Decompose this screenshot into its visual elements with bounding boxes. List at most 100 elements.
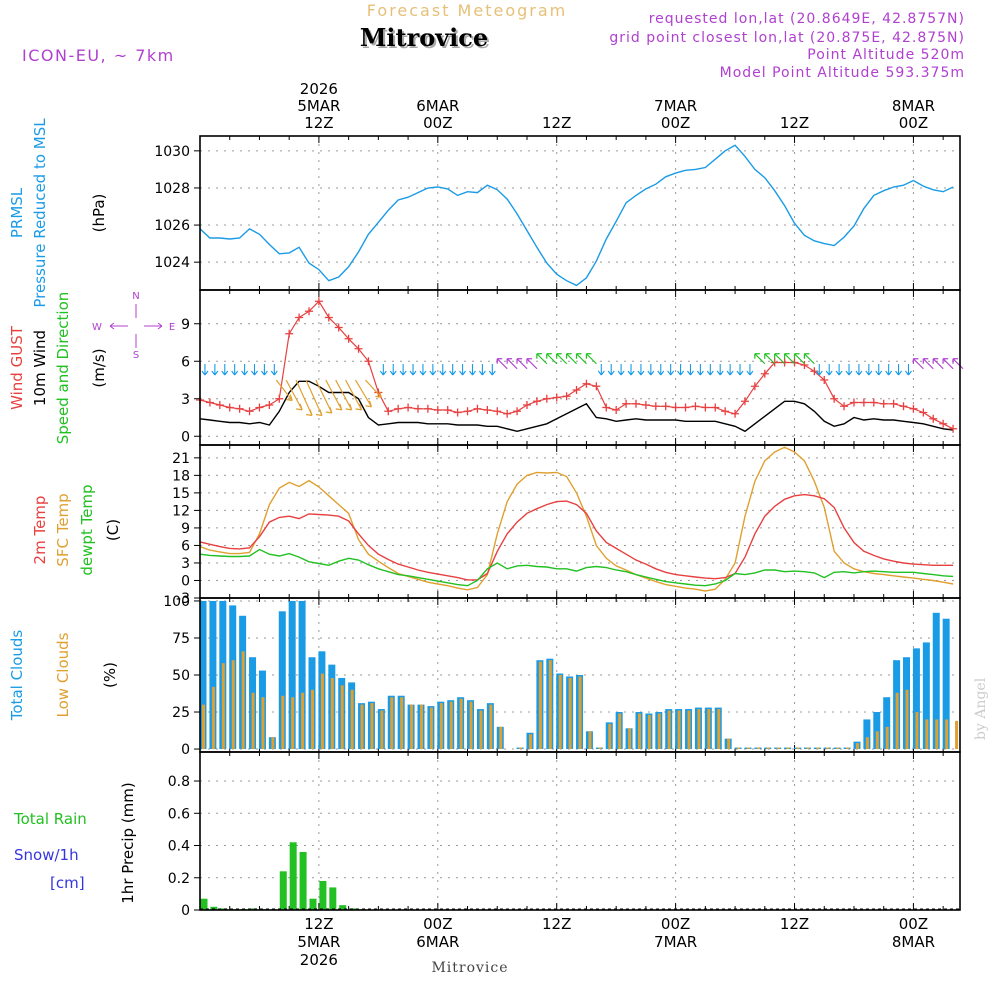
total-cloud-bar <box>209 600 217 750</box>
wind-arrow <box>687 364 694 376</box>
low-cloud-bar <box>568 677 572 750</box>
gust-marker <box>879 399 888 408</box>
gust-marker <box>622 399 631 408</box>
wind-arrow <box>409 364 417 376</box>
wind-arrow <box>449 364 457 376</box>
low-cloud-bar <box>231 660 235 750</box>
y-tick-label: 6 <box>181 538 190 554</box>
wind-arrow <box>325 379 343 411</box>
low-cloud-bar <box>766 747 770 750</box>
gust-marker <box>661 402 670 411</box>
bottom-time-label: 5MAR <box>297 933 340 951</box>
gust-marker <box>721 407 730 416</box>
wind-arrow <box>865 364 873 376</box>
low-cloud-bar <box>469 701 473 750</box>
wind-label-gust: Wind GUST <box>8 325 26 410</box>
y-tick-label: 9 <box>181 317 190 333</box>
gust-marker <box>830 394 839 403</box>
gust-marker <box>840 402 849 411</box>
y-tick-label: 21 <box>172 451 190 467</box>
rain-bar <box>319 880 327 910</box>
low-cloud-bar <box>855 743 859 750</box>
gust-marker <box>790 358 799 367</box>
rain-bar <box>309 898 317 910</box>
top-time-label: 5MAR <box>297 97 340 115</box>
wind-arrow <box>895 364 903 376</box>
wind-label-dir: Speed and Direction <box>54 292 72 445</box>
wind-arrow <box>565 353 578 365</box>
compass-s-label: S <box>133 350 139 361</box>
y-tick-label: 6 <box>181 354 190 370</box>
low-cloud-bar <box>826 747 830 750</box>
gust-marker <box>592 382 601 391</box>
wind-arrow <box>783 353 795 365</box>
top-time-label: 2026 <box>300 80 338 98</box>
pressure-label-unit: (hPa) <box>90 194 108 233</box>
wind-arrow <box>585 353 597 365</box>
wind-arrow <box>637 364 645 376</box>
precip-label-unit: 1hr Precip (mm) <box>119 782 137 903</box>
low-cloud-bar <box>330 677 334 750</box>
rain-bar <box>210 906 218 910</box>
low-cloud-bar <box>578 676 582 750</box>
panel-precip: 0 0.2 0.4 0.6 0.8 <box>168 751 961 919</box>
low-cloud-bar <box>608 723 612 750</box>
rain-bar <box>299 851 307 910</box>
wind-arrow <box>526 358 538 370</box>
wind-arrow <box>855 364 863 376</box>
wind-arrow <box>419 364 427 376</box>
model-altitude: Model Point Altitude 593.375m <box>720 65 965 81</box>
gust-marker <box>572 386 581 394</box>
low-cloud-bar <box>588 731 592 750</box>
panel-wind: 0 3 6 9 N S W E <box>92 289 964 446</box>
clouds-label-unit: (%) <box>101 662 119 688</box>
low-cloud-bar <box>915 712 919 750</box>
y-tick-label: 1030 <box>154 144 190 160</box>
compass-n-label: N <box>132 291 139 302</box>
y-tick-label: 0.6 <box>168 806 190 822</box>
gust-marker <box>582 379 591 388</box>
gust-marker <box>562 392 571 401</box>
wind-arrow <box>275 379 293 402</box>
y-tick-label: 100 <box>163 594 190 610</box>
low-cloud-bar <box>657 713 661 750</box>
temp-line-orange <box>199 446 954 592</box>
wind-arrow <box>706 364 714 376</box>
gust-marker <box>304 307 313 316</box>
bottom-time-label: 00Z <box>899 915 928 933</box>
low-cloud-bar <box>746 747 750 750</box>
y-tick-label: 1026 <box>154 218 190 234</box>
low-cloud-bar <box>400 697 404 750</box>
top-time-label: 00Z <box>661 114 690 132</box>
wind-arrow <box>696 364 704 376</box>
low-cloud-bar <box>281 695 285 750</box>
wind-arrow <box>335 379 353 411</box>
gust-marker <box>631 399 640 408</box>
bottom-time-label: 12Z <box>780 915 809 933</box>
top-time-label: 12Z <box>780 114 809 132</box>
low-cloud-bar <box>340 685 344 750</box>
temp-label-unit: (C) <box>104 519 122 541</box>
gust-marker <box>265 401 274 409</box>
low-cloud-bar <box>796 747 800 750</box>
gust-marker <box>552 393 561 402</box>
gust-marker <box>245 407 254 416</box>
low-cloud-bar <box>806 747 810 750</box>
low-cloud-bar <box>301 692 305 750</box>
gust-marker <box>691 402 700 411</box>
total-cloud-bar <box>199 600 207 750</box>
low-cloud-bar <box>865 737 869 750</box>
gust-marker <box>503 409 512 418</box>
low-cloud-bar <box>370 703 374 750</box>
wind-arrow <box>815 364 823 376</box>
wind-arrow <box>496 358 508 370</box>
wind-arrow <box>221 364 229 376</box>
gust-marker <box>404 403 413 412</box>
rain-bar <box>279 871 287 910</box>
wind-arrow <box>251 364 258 376</box>
gust-marker <box>443 406 452 414</box>
wind-arrow <box>354 379 373 408</box>
gust-marker <box>235 404 244 413</box>
